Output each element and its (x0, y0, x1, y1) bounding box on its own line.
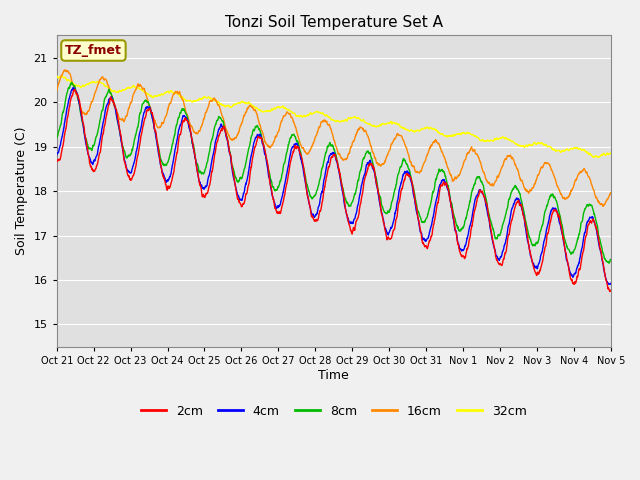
X-axis label: Time: Time (318, 369, 349, 382)
Y-axis label: Soil Temperature (C): Soil Temperature (C) (15, 127, 28, 255)
Legend: 2cm, 4cm, 8cm, 16cm, 32cm: 2cm, 4cm, 8cm, 16cm, 32cm (136, 400, 532, 423)
Title: Tonzi Soil Temperature Set A: Tonzi Soil Temperature Set A (225, 15, 443, 30)
Text: TZ_fmet: TZ_fmet (65, 44, 122, 57)
